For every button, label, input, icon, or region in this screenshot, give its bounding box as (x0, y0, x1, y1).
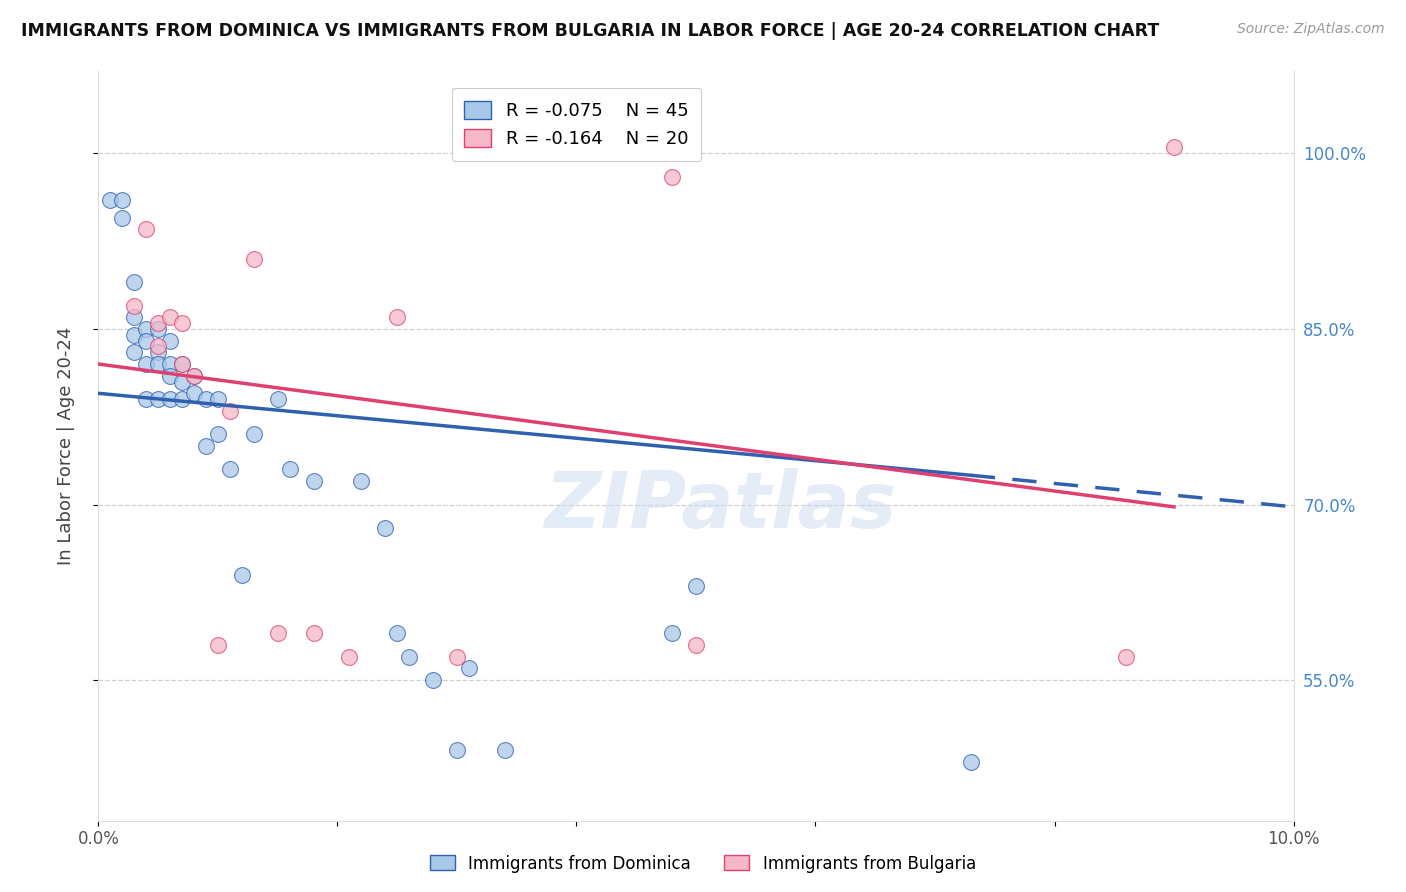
Point (183, 386, 205, 401)
Point (207, 638, 229, 652)
Point (446, 649, 468, 664)
Legend: Immigrants from Dominica, Immigrants from Bulgaria: Immigrants from Dominica, Immigrants fro… (423, 848, 983, 880)
Point (398, 649, 420, 664)
Point (243, 427, 266, 442)
Point (661, 169, 683, 184)
Point (124, 310, 146, 325)
Point (135, 357, 157, 371)
Point (374, 521, 396, 535)
Point (111, 193, 134, 207)
Point (172, 392, 194, 407)
Point (148, 357, 170, 371)
Point (207, 392, 229, 407)
Point (339, 649, 361, 664)
Point (172, 357, 194, 371)
Point (219, 404, 242, 418)
Point (124, 327, 146, 342)
Point (195, 392, 218, 407)
Point (458, 661, 481, 675)
Point (267, 392, 290, 407)
Point (231, 567, 253, 582)
Point (207, 427, 229, 442)
Point (685, 638, 707, 652)
Point (446, 743, 468, 757)
Point (1163, 140, 1185, 154)
Point (111, 211, 134, 225)
Point (385, 310, 409, 325)
Text: ZIPatlas: ZIPatlas (544, 468, 896, 544)
Point (135, 392, 157, 407)
Point (159, 392, 181, 407)
Point (98, 193, 122, 207)
Point (661, 626, 683, 640)
Text: IMMIGRANTS FROM DOMINICA VS IMMIGRANTS FROM BULGARIA IN LABOR FORCE | AGE 20-24 : IMMIGRANTS FROM DOMINICA VS IMMIGRANTS F… (21, 22, 1160, 40)
Point (159, 334, 181, 348)
Point (148, 345, 170, 359)
Point (148, 322, 170, 336)
Point (183, 368, 205, 383)
Legend: R = -0.075    N = 45, R = -0.164    N = 20: R = -0.075 N = 45, R = -0.164 N = 20 (451, 88, 702, 161)
Point (135, 222, 157, 236)
Point (350, 474, 373, 488)
Text: Source: ZipAtlas.com: Source: ZipAtlas.com (1237, 22, 1385, 37)
Point (183, 368, 205, 383)
Point (148, 392, 170, 407)
Point (278, 462, 301, 476)
Point (148, 339, 170, 353)
Point (135, 322, 157, 336)
Point (172, 316, 194, 330)
Point (685, 580, 707, 594)
Point (195, 439, 218, 453)
Point (148, 316, 170, 330)
Point (159, 357, 181, 371)
Point (135, 334, 157, 348)
Point (219, 462, 242, 476)
Point (172, 375, 194, 389)
Point (124, 345, 146, 359)
Point (159, 368, 181, 383)
Point (422, 673, 444, 688)
Y-axis label: In Labor Force | Age 20-24: In Labor Force | Age 20-24 (56, 326, 75, 566)
Point (1115, 649, 1137, 664)
Point (385, 626, 409, 640)
Point (124, 275, 146, 289)
Point (267, 626, 290, 640)
Point (302, 474, 325, 488)
Point (159, 310, 181, 325)
Point (243, 252, 266, 266)
Point (124, 299, 146, 313)
Point (302, 626, 325, 640)
Point (494, 743, 516, 757)
Point (172, 357, 194, 371)
Point (960, 755, 983, 769)
